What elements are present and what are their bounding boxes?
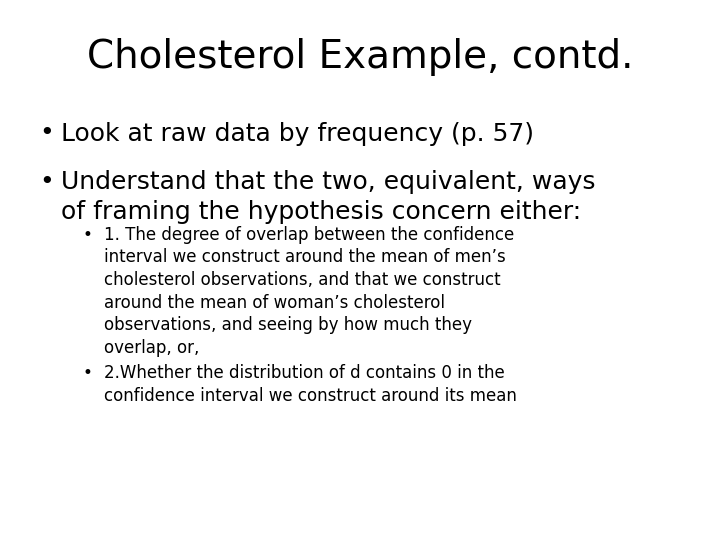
Text: overlap, or,: overlap, or,	[104, 339, 199, 357]
Text: •: •	[83, 226, 93, 244]
Text: Cholesterol Example, contd.: Cholesterol Example, contd.	[86, 38, 634, 76]
Text: Look at raw data by frequency (p. 57): Look at raw data by frequency (p. 57)	[61, 122, 534, 145]
Text: of framing the hypothesis concern either:: of framing the hypothesis concern either…	[61, 200, 581, 224]
Text: confidence interval we construct around its mean: confidence interval we construct around …	[104, 387, 517, 405]
Text: •: •	[83, 364, 93, 382]
Text: cholesterol observations, and that we construct: cholesterol observations, and that we co…	[104, 271, 501, 289]
Text: Understand that the two, equivalent, ways: Understand that the two, equivalent, way…	[61, 170, 595, 194]
Text: 2.Whether the distribution of d contains 0 in the: 2.Whether the distribution of d contains…	[104, 364, 505, 382]
Text: •: •	[40, 122, 54, 145]
Text: •: •	[40, 170, 54, 194]
Text: interval we construct around the mean of men’s: interval we construct around the mean of…	[104, 248, 506, 266]
Text: around the mean of woman’s cholesterol: around the mean of woman’s cholesterol	[104, 294, 446, 312]
Text: 1. The degree of overlap between the confidence: 1. The degree of overlap between the con…	[104, 226, 515, 244]
Text: observations, and seeing by how much they: observations, and seeing by how much the…	[104, 316, 472, 334]
